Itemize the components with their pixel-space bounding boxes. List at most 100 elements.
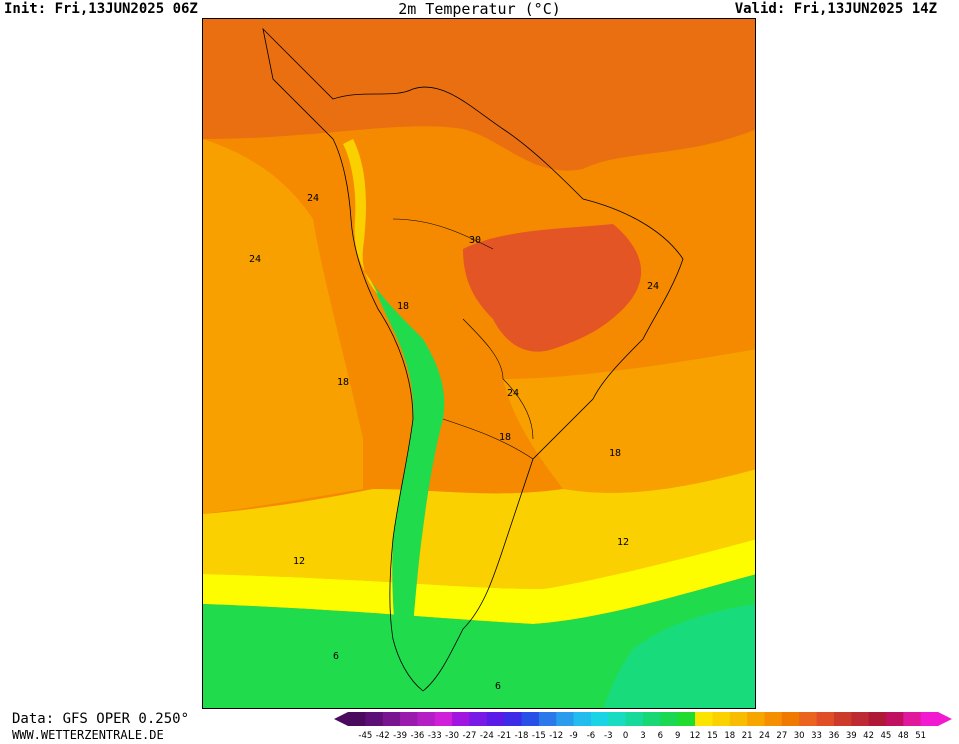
colorbar-swatch [434, 712, 453, 726]
colorbar-tick-label: -21 [497, 731, 511, 740]
contour-label: 18 [499, 432, 511, 443]
colorbar-swatch [590, 712, 609, 726]
colorbar-tick-label: -12 [549, 731, 563, 740]
colorbar-swatch [365, 712, 384, 726]
colorbar-tick-label: -45 [358, 731, 372, 740]
colorbar-swatch [868, 712, 887, 726]
colorbar-swatch [747, 712, 765, 726]
init-time: Init: Fri,13JUN2025 06Z [4, 1, 198, 17]
colorbar-swatch [573, 712, 592, 726]
colorbar-swatch [382, 712, 401, 726]
temp-zone-brazil-hot [463, 224, 642, 352]
colorbar-tick-label: -39 [393, 731, 407, 740]
colorbar-swatch [712, 712, 731, 726]
colorbar-swatch [764, 712, 783, 726]
temp-zone-atlantic [503, 349, 755, 493]
colorbar-tick-label: -27 [463, 731, 477, 740]
temp-zone-yellow [203, 539, 755, 624]
colorbar-tick-label: 6 [658, 731, 663, 740]
contour-label: 12 [293, 556, 305, 567]
contour-label: 18 [397, 301, 409, 312]
colorbar-tick-label: 18 [724, 731, 735, 740]
colorbar-tick-label: 33 [811, 731, 822, 740]
colorbar-swatch [608, 712, 627, 726]
colorbar-swatch [799, 712, 818, 726]
contour-label: 24 [647, 281, 659, 292]
data-source: Data: GFS OPER 0.250° [12, 711, 190, 727]
colorbar-tick-label: -24 [480, 731, 494, 740]
contour-label: 12 [617, 537, 629, 548]
colorbar-svg: -45 -42 -39 -36 -33 -30 -27 -24 -21 -18 -15 -12 -9 -6… [334, 712, 952, 741]
temp-zone-southeast [603, 604, 755, 708]
colorbar-swatch [833, 712, 852, 726]
colorbar-swatch [781, 712, 800, 726]
colorbar-swatch [660, 712, 679, 726]
colorbar-left-arrow [334, 712, 348, 726]
colorbar-swatch [851, 712, 870, 726]
colorbar-tick-label: 30 [794, 731, 805, 740]
temperature-map[interactable]: 24 24 30 24 18 18 24 18 18 12 12 6 6 [202, 18, 756, 709]
colorbar-tick-label: 0 [623, 731, 628, 740]
temp-zone-north [203, 19, 755, 171]
colorbar-tick-label: -30 [445, 731, 459, 740]
colorbar-swatch [695, 712, 713, 726]
contour-label: 24 [307, 193, 319, 204]
colorbar-tick-label: 27 [776, 731, 787, 740]
colorbar-tick-label: -42 [376, 731, 390, 740]
map-canvas: 24 24 30 24 18 18 24 18 18 12 12 6 6 [203, 19, 755, 708]
contour-label: 18 [609, 448, 621, 459]
contour-label: 18 [337, 377, 349, 388]
colorbar-tick-label: 51 [915, 731, 926, 740]
colorbar-swatch [920, 712, 939, 726]
colorbar-swatch [486, 712, 505, 726]
andes-north-strip [343, 139, 378, 294]
colorbar-tick-label: 42 [863, 731, 874, 740]
colorbar-tick-label: 45 [881, 731, 892, 740]
colorbar-swatch [400, 712, 418, 726]
colorbar-tick-label: -9 [569, 731, 577, 740]
colorbar-tick-label: 48 [898, 731, 909, 740]
colorbar-right-arrow [938, 712, 952, 726]
colorbar-tick-label: -15 [532, 731, 546, 740]
map-title: 2m Temperatur (°C) [398, 0, 561, 18]
colorbar-swatch [903, 712, 922, 726]
temp-zone-pacific [203, 139, 363, 514]
colorbar-swatch [452, 712, 470, 726]
colorbar-tick-label: -18 [515, 731, 529, 740]
andes-cold-strip [371, 281, 445, 659]
colorbar-tick-label: 12 [690, 731, 701, 740]
country-borders [392, 218, 534, 460]
colorbar-tick-label: 9 [675, 731, 680, 740]
colorbar-tick-label: 36 [828, 731, 839, 740]
colorbar-swatch [885, 712, 904, 726]
valid-time: Valid: Fri,13JUN2025 14Z [734, 1, 937, 17]
colorbar-tick-label: 15 [707, 731, 718, 740]
colorbar-swatch [521, 712, 540, 726]
colorbar-swatch [729, 712, 748, 726]
colorbar-swatch [469, 712, 488, 726]
colorbar-swatch [643, 712, 661, 726]
site-url: WWW.WETTERZENTRALE.DE [12, 728, 164, 742]
contour-label: 6 [333, 651, 339, 662]
colorbar-tick-label: 3 [640, 731, 645, 740]
colorbar-tick-label: -3 [604, 731, 612, 740]
contour-label: 24 [507, 388, 519, 399]
colorbar-swatch [677, 712, 696, 726]
colorbar-tick-label: -36 [410, 731, 424, 740]
temp-zone-midlat [203, 469, 755, 589]
colorbar-swatch [538, 712, 557, 726]
temp-zone-south [203, 574, 755, 708]
contour-label: 24 [249, 254, 261, 265]
colorbar-swatch [417, 712, 436, 726]
contour-label: 30 [469, 235, 481, 246]
colorbar-tick-label: -33 [428, 731, 442, 740]
colorbar-swatch [504, 712, 523, 726]
contour-label: 6 [495, 681, 501, 692]
colorbar-tick-label: 24 [759, 731, 770, 740]
colorbar-tick-label: -6 [587, 731, 595, 740]
colorbar-tick-label: 39 [846, 731, 857, 740]
colorbar-swatch [816, 712, 835, 726]
colorbar-swatch [625, 712, 644, 726]
colorbar-swatch [556, 712, 575, 726]
colorbar-tick-label: 21 [742, 731, 753, 740]
